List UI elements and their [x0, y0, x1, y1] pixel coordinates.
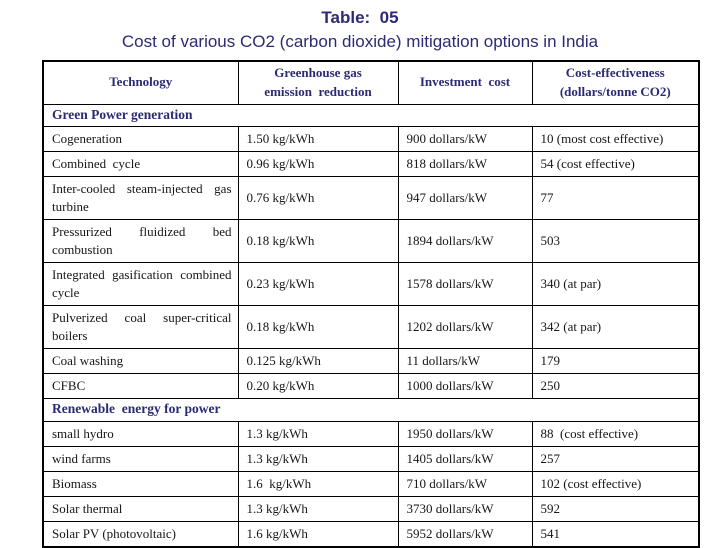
- cell-emission-reduction: 1.6 kg/kWh: [237, 470, 399, 497]
- cell-emission-reduction: 0.125 kg/kWh: [237, 348, 399, 375]
- table-row: Pressurized fluidized bed combustion 0.18…: [42, 219, 700, 264]
- table-row: Cogeneration 1.50 kg/kWh 900 dollars/kW 10 …: [42, 126, 700, 153]
- table-row: Pulverized coal super-critical boilers 0.…: [42, 305, 700, 350]
- cell-emission-reduction: 1.3 kg/kWh: [237, 495, 399, 522]
- cell-investment-cost: 5952 dollars/kW: [397, 520, 533, 548]
- section-label: Green Power generation: [42, 104, 700, 128]
- cell-cost-effectiveness: 503: [531, 219, 700, 264]
- cell-cost-effectiveness: 77: [531, 176, 700, 221]
- table-body: Green Power generation Cogeneration 1.50 k…: [42, 104, 700, 548]
- mitigation-table: Technology Greenhouse gas emission reduc…: [42, 59, 700, 548]
- col-header-emission-reduction: Greenhouse gas emission reduction: [237, 60, 399, 106]
- table-row: Solar thermal 1.3 kg/kWh 3730 dollars/kW 59…: [42, 495, 700, 522]
- cell-cost-effectiveness: 250: [531, 373, 700, 400]
- cell-technology: Combined cycle: [42, 151, 239, 178]
- page-title: Table: 05: [321, 8, 399, 27]
- table-row: Integrated gasification combined cycle 0.…: [42, 262, 700, 307]
- cell-technology: CFBC: [42, 373, 239, 400]
- cell-technology: Coal washing: [42, 348, 239, 375]
- table-row: small hydro 1.3 kg/kWh 1950 dollars/kW 88 (…: [42, 420, 700, 447]
- cell-technology: small hydro: [42, 420, 239, 447]
- cell-emission-reduction: 0.18 kg/kWh: [237, 305, 399, 350]
- cell-investment-cost: 1950 dollars/kW: [397, 420, 533, 447]
- cell-investment-cost: 818 dollars/kW: [397, 151, 533, 178]
- cell-technology: Integrated gasification combined cycle: [42, 262, 239, 307]
- cell-emission-reduction: 1.50 kg/kWh: [237, 126, 399, 153]
- col-header-investment-cost: Investment cost: [397, 60, 533, 106]
- cell-cost-effectiveness: 10 (most cost effective): [531, 126, 700, 153]
- table-row: CFBC 0.20 kg/kWh 1000 dollars/kW 250: [42, 373, 700, 400]
- cell-cost-effectiveness: 342 (at par): [531, 305, 700, 350]
- cell-investment-cost: 1894 dollars/kW: [397, 219, 533, 264]
- cell-emission-reduction: 0.76 kg/kWh: [237, 176, 399, 221]
- cell-technology: wind farms: [42, 445, 239, 472]
- cell-technology: Biomass: [42, 470, 239, 497]
- cell-cost-effectiveness: 88 (cost effective): [531, 420, 700, 447]
- cell-emission-reduction: 0.23 kg/kWh: [237, 262, 399, 307]
- table-row: wind farms 1.3 kg/kWh 1405 dollars/kW 257: [42, 445, 700, 472]
- cell-technology: Cogeneration: [42, 126, 239, 153]
- col-header-technology: Technology: [42, 60, 239, 106]
- cell-investment-cost: 947 dollars/kW: [397, 176, 533, 221]
- header-row: Technology Greenhouse gas emission reduc…: [42, 60, 700, 106]
- cell-cost-effectiveness: 541: [531, 520, 700, 548]
- table-row: Inter-cooled steam-injected gas turbine 0…: [42, 176, 700, 221]
- cell-investment-cost: 3730 dollars/kW: [397, 495, 533, 522]
- col-header-cost-effectiveness: Cost-effectiveness (dollars/tonne CO2): [531, 60, 700, 106]
- cell-cost-effectiveness: 102 (cost effective): [531, 470, 700, 497]
- cell-technology: Pressurized fluidized bed combustion: [42, 219, 239, 264]
- table-row: Solar PV (photovoltaic) 1.6 kg/kWh 5952 do…: [42, 520, 700, 548]
- cell-investment-cost: 1578 dollars/kW: [397, 262, 533, 307]
- cell-investment-cost: 1000 dollars/kW: [397, 373, 533, 400]
- cell-emission-reduction: 0.20 kg/kWh: [237, 373, 399, 400]
- cell-emission-reduction: 0.96 kg/kWh: [237, 151, 399, 178]
- section-row: Renewable energy for power: [42, 398, 700, 422]
- table-row: Combined cycle 0.96 kg/kWh 818 dollars/kW 5…: [42, 151, 700, 178]
- cell-emission-reduction: 1.3 kg/kWh: [237, 420, 399, 447]
- cell-emission-reduction: 1.6 kg/kWh: [237, 520, 399, 548]
- cell-cost-effectiveness: 340 (at par): [531, 262, 700, 307]
- cell-technology: Pulverized coal super-critical boilers: [42, 305, 239, 350]
- cell-cost-effectiveness: 54 (cost effective): [531, 151, 700, 178]
- cell-technology: Inter-cooled steam-injected gas turbine: [42, 176, 239, 221]
- cell-cost-effectiveness: 257: [531, 445, 700, 472]
- cell-investment-cost: 710 dollars/kW: [397, 470, 533, 497]
- cell-investment-cost: 1405 dollars/kW: [397, 445, 533, 472]
- section-row: Green Power generation: [42, 104, 700, 128]
- cell-cost-effectiveness: 592: [531, 495, 700, 522]
- table-row: Biomass 1.6 kg/kWh 710 dollars/kW 102 (cost…: [42, 470, 700, 497]
- page-subtitle: Cost of various CO2 (carbon dioxide) mit…: [121, 32, 599, 52]
- cell-emission-reduction: 1.3 kg/kWh: [237, 445, 399, 472]
- cell-investment-cost: 900 dollars/kW: [397, 126, 533, 153]
- cell-technology: Solar thermal: [42, 495, 239, 522]
- cell-technology: Solar PV (photovoltaic): [42, 520, 239, 548]
- section-label: Renewable energy for power: [42, 398, 700, 422]
- cell-investment-cost: 11 dollars/kW: [397, 348, 533, 375]
- table-row: Coal washing 0.125 kg/kWh 11 dollars/kW 179: [42, 348, 700, 375]
- cell-investment-cost: 1202 dollars/kW: [397, 305, 533, 350]
- cell-emission-reduction: 0.18 kg/kWh: [237, 219, 399, 264]
- cell-cost-effectiveness: 179: [531, 348, 700, 375]
